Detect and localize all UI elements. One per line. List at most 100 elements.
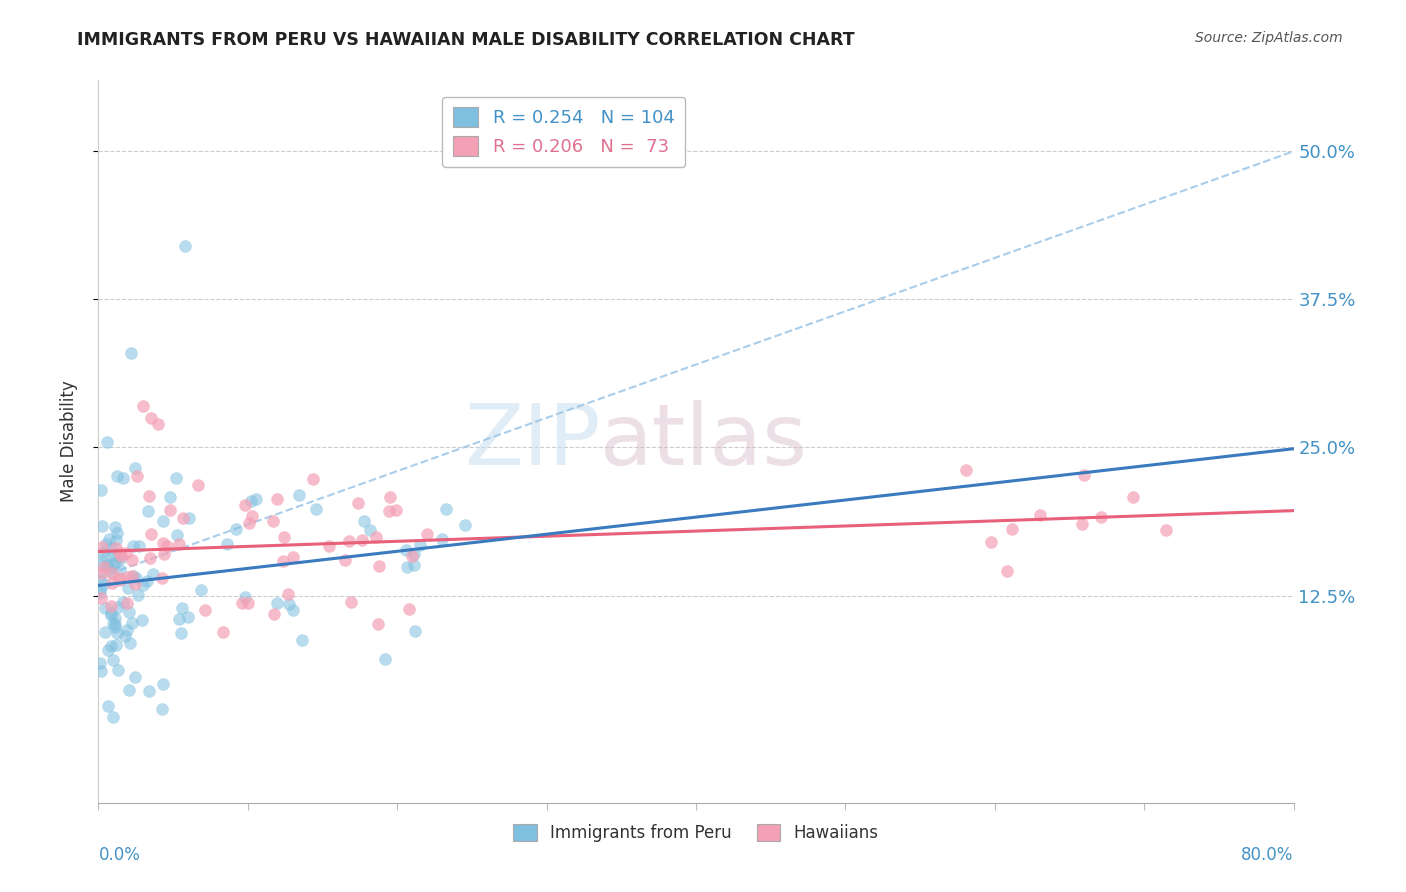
Point — [142, 566, 165, 581]
Point — [122, 539, 145, 553]
Point — [94, 537, 117, 551]
Point — [121, 616, 143, 631]
Point — [110, 550, 132, 565]
Point — [118, 605, 141, 619]
Point — [138, 550, 160, 565]
Point — [396, 560, 419, 574]
Point — [132, 578, 155, 592]
Point — [128, 539, 150, 553]
Point — [97, 643, 120, 657]
Point — [263, 607, 285, 621]
Point — [333, 553, 356, 567]
Point — [100, 566, 122, 580]
Point — [115, 623, 138, 637]
Point — [359, 523, 381, 537]
Point — [91, 546, 114, 560]
Point — [353, 514, 375, 528]
Point — [103, 558, 125, 573]
Point — [91, 540, 114, 554]
Point — [980, 535, 1002, 549]
Point — [108, 573, 131, 587]
Point — [115, 569, 138, 583]
Point — [1001, 522, 1024, 536]
Point — [114, 629, 136, 643]
Point — [347, 495, 370, 509]
Point — [955, 463, 977, 477]
Point — [93, 577, 115, 591]
Point — [211, 624, 233, 639]
Point — [194, 602, 217, 616]
Point — [101, 617, 124, 632]
Point — [93, 560, 115, 574]
Point — [96, 559, 118, 574]
Point — [96, 435, 118, 450]
Point — [108, 546, 131, 560]
Point — [240, 493, 263, 508]
Point — [104, 620, 127, 634]
Point — [384, 503, 406, 517]
Point — [138, 489, 160, 503]
Point — [240, 508, 263, 523]
Point — [105, 541, 128, 555]
Point — [124, 576, 146, 591]
Point — [302, 471, 325, 485]
Point — [395, 542, 418, 557]
Point — [337, 533, 360, 548]
Point — [111, 595, 134, 609]
Point — [89, 586, 111, 600]
Point — [112, 471, 135, 485]
Point — [172, 601, 194, 615]
Point — [281, 550, 304, 565]
Point — [97, 699, 120, 714]
Point — [101, 576, 124, 591]
Point — [104, 616, 127, 631]
Point — [231, 596, 253, 610]
Point — [139, 526, 162, 541]
Text: IMMIGRANTS FROM PERU VS HAWAIIAN MALE DISABILITY CORRELATION CHART: IMMIGRANTS FROM PERU VS HAWAIIAN MALE DI… — [77, 31, 855, 49]
Point — [105, 626, 128, 640]
Point — [454, 517, 477, 532]
Point — [107, 663, 129, 677]
Point — [104, 520, 127, 534]
Point — [152, 514, 174, 528]
Point — [115, 596, 138, 610]
Point — [103, 547, 125, 561]
Point — [318, 539, 340, 553]
Point — [432, 533, 454, 547]
Point — [89, 656, 111, 670]
Point — [101, 710, 124, 724]
Point — [378, 491, 401, 505]
Point — [120, 345, 142, 359]
Point — [1156, 523, 1178, 537]
Point — [266, 596, 288, 610]
Point — [167, 612, 190, 626]
Point — [104, 638, 127, 652]
Point — [153, 547, 176, 561]
Point — [90, 483, 112, 497]
Point — [100, 639, 122, 653]
Point — [124, 670, 146, 684]
Point — [340, 595, 363, 609]
Point — [136, 574, 159, 588]
Point — [121, 569, 143, 583]
Point — [402, 547, 425, 561]
Point — [89, 573, 111, 587]
Point — [124, 461, 146, 475]
Point — [94, 550, 117, 565]
Point — [100, 599, 122, 613]
Point — [121, 569, 143, 583]
Point — [150, 702, 173, 716]
Point — [350, 533, 373, 547]
Point — [138, 684, 160, 698]
Point — [245, 492, 267, 507]
Point — [187, 477, 209, 491]
Point — [1073, 467, 1095, 482]
Point — [121, 553, 143, 567]
Point — [1028, 508, 1050, 522]
Point — [262, 514, 284, 528]
Point — [90, 566, 112, 581]
Point — [152, 536, 174, 550]
Point — [174, 239, 197, 253]
Point — [100, 541, 122, 555]
Point — [100, 606, 122, 620]
